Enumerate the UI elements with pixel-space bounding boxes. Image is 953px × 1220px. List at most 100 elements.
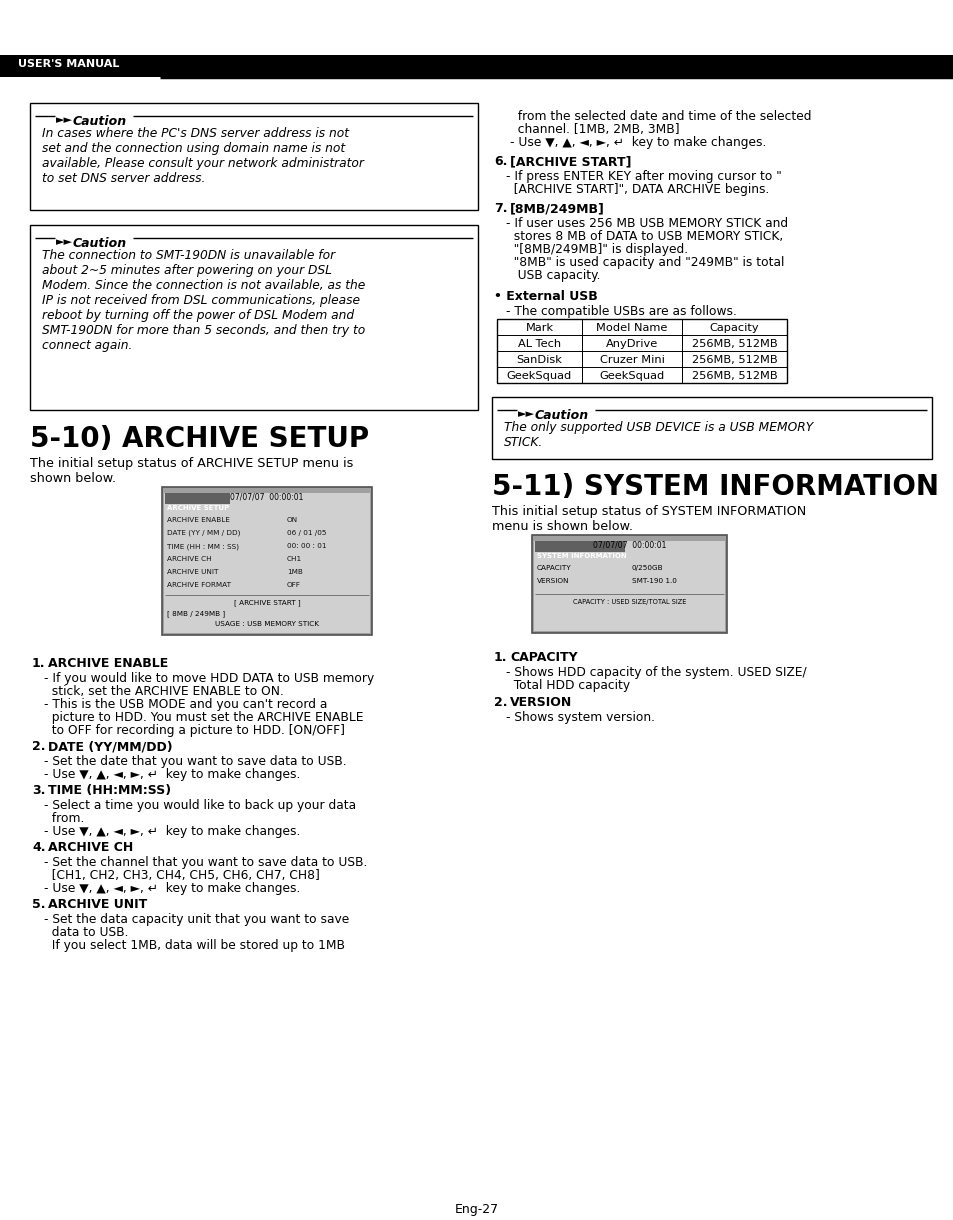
Text: CH1: CH1 (287, 556, 302, 562)
Text: CAPACITY: CAPACITY (510, 651, 577, 664)
Text: picture to HDD. You must set the ARCHIVE ENABLE: picture to HDD. You must set the ARCHIVE… (44, 711, 363, 723)
Text: ►►: ►► (56, 237, 73, 246)
Text: SYSTEM INFORMATION: SYSTEM INFORMATION (537, 553, 626, 559)
Text: - This is the USB MODE and you can't record a: - This is the USB MODE and you can't rec… (44, 698, 327, 711)
Text: 6.: 6. (494, 155, 507, 168)
Text: [ARCHIVE START]: [ARCHIVE START] (510, 155, 631, 168)
Bar (492, 396, 931, 459)
Text: ►►: ►► (56, 115, 73, 124)
Text: Caution: Caution (73, 237, 127, 250)
Text: 2.: 2. (32, 741, 46, 753)
Text: USB capacity.: USB capacity. (505, 268, 599, 282)
Text: USER'S MANUAL: USER'S MANUAL (18, 59, 119, 70)
Text: Total HDD capacity: Total HDD capacity (505, 680, 630, 692)
Text: stores 8 MB of DATA to USB MEMORY STICK,: stores 8 MB of DATA to USB MEMORY STICK, (505, 231, 782, 243)
Text: "8MB" is used capacity and "249MB" is total: "8MB" is used capacity and "249MB" is to… (505, 256, 783, 268)
Text: If you select 1MB, data will be stored up to 1MB: If you select 1MB, data will be stored u… (44, 939, 345, 952)
Text: - If user uses 256 MB USB MEMORY STICK and: - If user uses 256 MB USB MEMORY STICK a… (505, 217, 787, 231)
Text: 1.: 1. (32, 658, 46, 670)
Text: ►►: ►► (517, 409, 535, 418)
Text: The connection to SMT-190DN is unavailable for
about 2~5 minutes after powering : The connection to SMT-190DN is unavailab… (42, 249, 365, 353)
Bar (30, 102, 477, 210)
Text: USAGE : USB MEMORY STICK: USAGE : USB MEMORY STICK (214, 621, 318, 627)
Text: [ARCHIVE START]", DATA ARCHIVE begins.: [ARCHIVE START]", DATA ARCHIVE begins. (505, 183, 768, 196)
Text: 256MB, 512MB: 256MB, 512MB (691, 355, 777, 365)
Text: DATE (YY / MM / DD): DATE (YY / MM / DD) (167, 529, 240, 537)
Text: CAPACITY: CAPACITY (537, 565, 571, 571)
Text: 00: 00 : 01: 00: 00 : 01 (287, 543, 326, 549)
Text: 5-10) ARCHIVE SETUP: 5-10) ARCHIVE SETUP (30, 425, 369, 453)
Text: Cruzer Mini: Cruzer Mini (598, 355, 663, 365)
Text: OFF: OFF (287, 582, 300, 588)
Text: ON: ON (287, 517, 297, 523)
Text: ARCHIVE SETUP: ARCHIVE SETUP (167, 505, 229, 511)
Text: [8MB/249MB]: [8MB/249MB] (510, 203, 604, 215)
Text: - Select a time you would like to back up your data: - Select a time you would like to back u… (44, 799, 355, 813)
Text: 06 / 01 /05: 06 / 01 /05 (287, 529, 326, 536)
Text: This initial setup status of SYSTEM INFORMATION
menu is shown below.: This initial setup status of SYSTEM INFO… (492, 505, 805, 533)
Text: "[8MB/249MB]" is displayed.: "[8MB/249MB]" is displayed. (505, 243, 687, 256)
Text: [ ARCHIVE START ]: [ ARCHIVE START ] (233, 599, 300, 606)
Text: - Shows HDD capacity of the system. USED SIZE/: - Shows HDD capacity of the system. USED… (505, 666, 806, 680)
Text: DATE (YY/MM/DD): DATE (YY/MM/DD) (48, 741, 172, 753)
Text: ARCHIVE UNIT: ARCHIVE UNIT (167, 569, 218, 575)
Text: - Use ▼, ▲, ◄, ►, ↵  key to make changes.: - Use ▼, ▲, ◄, ►, ↵ key to make changes. (44, 825, 300, 838)
Text: AL Tech: AL Tech (517, 339, 560, 349)
Bar (162, 487, 372, 634)
Bar (532, 536, 726, 633)
Text: - If you would like to move HDD DATA to USB memory: - If you would like to move HDD DATA to … (44, 672, 374, 684)
Text: [CH1, CH2, CH3, CH4, CH5, CH6, CH7, CH8]: [CH1, CH2, CH3, CH4, CH5, CH6, CH7, CH8] (44, 869, 319, 882)
Text: 4.: 4. (32, 841, 46, 854)
Text: - The compatible USBs are as follows.: - The compatible USBs are as follows. (505, 305, 736, 318)
Text: 5-11) SYSTEM INFORMATION: 5-11) SYSTEM INFORMATION (492, 473, 938, 501)
Text: Caution: Caution (535, 409, 589, 422)
Text: ARCHIVE ENABLE: ARCHIVE ENABLE (48, 658, 168, 670)
Text: Eng-27: Eng-27 (455, 1203, 498, 1216)
Bar (497, 318, 786, 383)
Text: Model Name: Model Name (596, 323, 667, 333)
Text: - Shows system version.: - Shows system version. (505, 711, 655, 723)
Text: In cases where the PC's DNS server address is not
set and the connection using d: In cases where the PC's DNS server addre… (42, 127, 363, 185)
Text: SanDisk: SanDisk (516, 355, 562, 365)
Text: The initial setup status of ARCHIVE SETUP menu is
shown below.: The initial setup status of ARCHIVE SETU… (30, 458, 353, 486)
Text: GeekSquad: GeekSquad (506, 371, 572, 381)
Text: from.: from. (44, 813, 84, 825)
Text: - Set the date that you want to save data to USB.: - Set the date that you want to save dat… (44, 755, 346, 769)
Text: Caution: Caution (73, 115, 127, 128)
Text: - Use ▼, ▲, ◄, ►, ↵  key to make changes.: - Use ▼, ▲, ◄, ►, ↵ key to make changes. (510, 135, 765, 149)
Text: - Use ▼, ▲, ◄, ►, ↵  key to make changes.: - Use ▼, ▲, ◄, ►, ↵ key to make changes. (44, 769, 300, 781)
Text: 7.: 7. (494, 203, 507, 215)
Text: CAPACITY : USED SIZE/TOTAL SIZE: CAPACITY : USED SIZE/TOTAL SIZE (572, 599, 685, 605)
Text: TIME (HH:MM:SS): TIME (HH:MM:SS) (48, 784, 171, 797)
Text: VERSION: VERSION (510, 695, 572, 709)
Text: stick, set the ARCHIVE ENABLE to ON.: stick, set the ARCHIVE ENABLE to ON. (44, 684, 284, 698)
Text: AnyDrive: AnyDrive (605, 339, 658, 349)
Text: 07/07/07  00:00:01: 07/07/07 00:00:01 (592, 540, 665, 549)
Bar (535, 540, 624, 551)
Text: data to USB.: data to USB. (44, 926, 129, 939)
Bar (30, 224, 477, 410)
Text: 5.: 5. (32, 898, 46, 911)
Text: GeekSquad: GeekSquad (598, 371, 664, 381)
Text: to OFF for recording a picture to HDD. [ON/OFF]: to OFF for recording a picture to HDD. [… (44, 723, 345, 737)
Bar (0, 55, 953, 77)
Bar (164, 493, 370, 633)
Text: ARCHIVE ENABLE: ARCHIVE ENABLE (167, 517, 230, 523)
Text: 07/07/07  00:00:01: 07/07/07 00:00:01 (230, 492, 303, 501)
Text: ARCHIVE CH: ARCHIVE CH (48, 841, 133, 854)
Text: The only supported USB DEVICE is a USB MEMORY
STICK.: The only supported USB DEVICE is a USB M… (503, 421, 812, 449)
Text: 256MB, 512MB: 256MB, 512MB (691, 339, 777, 349)
Text: channel. [1MB, 2MB, 3MB]: channel. [1MB, 2MB, 3MB] (510, 123, 679, 135)
Text: ARCHIVE UNIT: ARCHIVE UNIT (48, 898, 147, 911)
Text: TIME (HH : MM : SS): TIME (HH : MM : SS) (167, 543, 239, 549)
Text: Capacity: Capacity (709, 323, 759, 333)
Text: [ 8MB / 249MB ]: [ 8MB / 249MB ] (167, 610, 225, 617)
Text: ARCHIVE CH: ARCHIVE CH (167, 556, 212, 562)
Text: ARCHIVE FORMAT: ARCHIVE FORMAT (167, 582, 231, 588)
Text: - If press ENTER KEY after moving cursor to ": - If press ENTER KEY after moving cursor… (505, 170, 781, 183)
Text: 3.: 3. (32, 784, 46, 797)
Text: • External USB: • External USB (494, 290, 598, 303)
Text: 1.: 1. (494, 651, 507, 664)
Text: - Set the channel that you want to save data to USB.: - Set the channel that you want to save … (44, 856, 367, 869)
Text: 256MB, 512MB: 256MB, 512MB (691, 371, 777, 381)
